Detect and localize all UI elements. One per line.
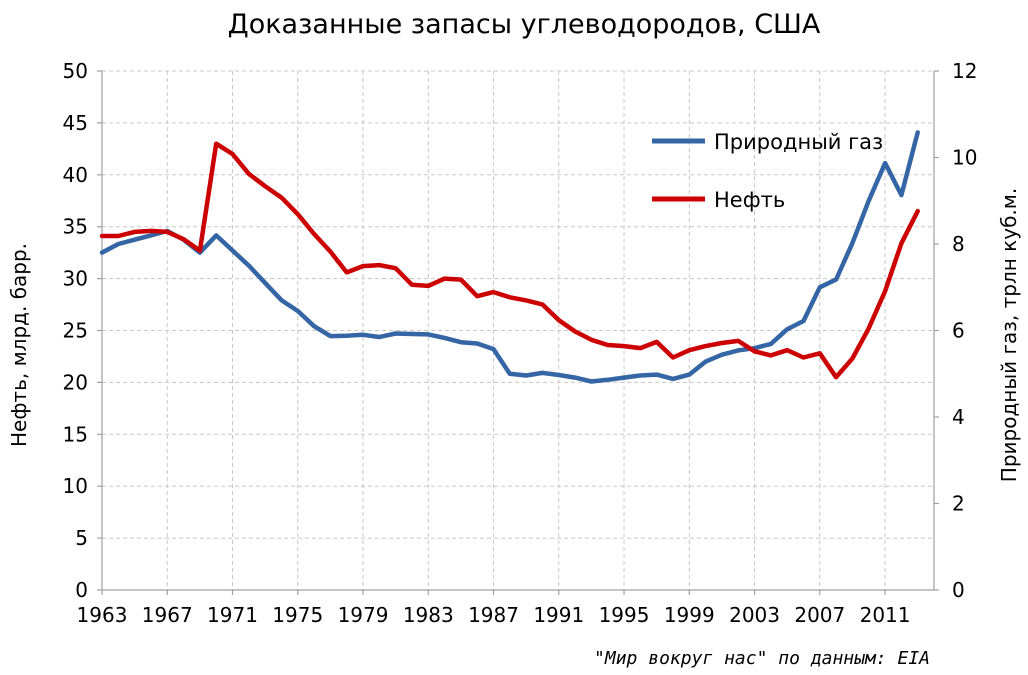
x-tick-label: 1991 bbox=[533, 603, 584, 627]
right-y-tick-label: 6 bbox=[952, 319, 965, 343]
x-tick-label: 1979 bbox=[338, 603, 389, 627]
right-y-tick-label: 12 bbox=[952, 59, 977, 83]
left-y-tick-label: 45 bbox=[63, 111, 88, 135]
series-line-gas bbox=[99, 130, 920, 384]
x-tick-label: 2007 bbox=[794, 603, 845, 627]
left-y-tick-label: 15 bbox=[63, 422, 88, 446]
right-y-axis-label: Природный газ, трлн куб.м. bbox=[997, 188, 1021, 482]
x-axis-ticks: 1963 1967 1971 1975 1979 1983 1987 1991 1995 1999… bbox=[77, 603, 911, 627]
left-y-tick-label: 20 bbox=[63, 370, 88, 394]
left-y-tick-label: 25 bbox=[63, 319, 88, 343]
right-y-tick-label: 0 bbox=[952, 578, 965, 602]
left-y-axis-ticks: 0 5 10 15 20 25 30 35 40 45 50 bbox=[63, 59, 88, 602]
left-y-tick-label: 35 bbox=[63, 215, 88, 239]
source-note: "Мир вокруг нас" по данным: EIA bbox=[594, 648, 930, 669]
series-lines bbox=[99, 130, 920, 384]
legend-label-oil: Нефть bbox=[714, 188, 785, 212]
left-y-tick-label: 5 bbox=[75, 526, 88, 550]
right-y-tick-label: 2 bbox=[952, 492, 965, 516]
chart-title: Доказанные запасы углеводородов, США bbox=[228, 9, 821, 40]
right-y-tick-label: 10 bbox=[952, 146, 977, 170]
right-y-axis-ticks: 0 2 4 6 8 10 12 bbox=[952, 59, 977, 602]
x-tick-label: 1987 bbox=[468, 603, 519, 627]
left-y-tick-label: 0 bbox=[75, 578, 88, 602]
right-y-tick-label: 4 bbox=[952, 405, 965, 429]
left-y-tick-label: 30 bbox=[63, 267, 88, 291]
x-tick-label: 1967 bbox=[142, 603, 193, 627]
legend-label-gas: Природный газ bbox=[714, 130, 883, 154]
left-y-tick-label: 40 bbox=[63, 163, 88, 187]
x-tick-label: 1983 bbox=[403, 603, 454, 627]
axes bbox=[97, 70, 939, 595]
x-tick-label: 1963 bbox=[77, 603, 128, 627]
x-tick-label: 1971 bbox=[207, 603, 258, 627]
x-tick-label: 1975 bbox=[272, 603, 323, 627]
x-tick-label: 1995 bbox=[599, 603, 650, 627]
x-tick-label: 2003 bbox=[729, 603, 780, 627]
grid bbox=[102, 70, 934, 590]
left-y-tick-label: 50 bbox=[63, 59, 88, 83]
right-y-tick-label: 8 bbox=[952, 232, 965, 256]
x-tick-label: 1999 bbox=[664, 603, 715, 627]
left-y-axis-label: Нефть, млрд. барр. bbox=[7, 243, 31, 447]
left-y-tick-label: 10 bbox=[63, 474, 88, 498]
series-line-oil bbox=[99, 141, 920, 380]
x-tick-label: 2011 bbox=[860, 603, 911, 627]
legend: Природный газ Нефть bbox=[652, 130, 883, 212]
